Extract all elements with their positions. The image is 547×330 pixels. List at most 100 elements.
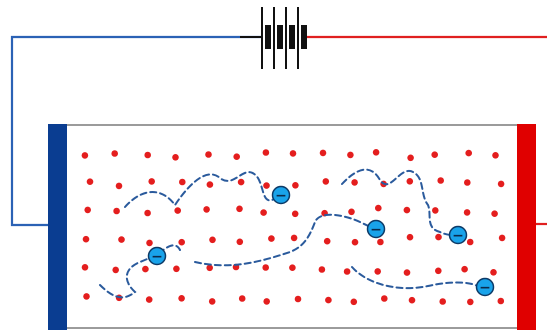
lattice-ion [375,204,382,212]
lattice-ion [237,178,245,186]
lattice-ion [406,233,414,241]
lattice-ion [208,298,216,305]
lattice-ion [403,206,411,214]
battery-icon [240,7,307,69]
lattice-ion [178,295,185,302]
lattice-ion [319,149,327,157]
positive-plate [517,124,536,330]
lattice-ion [206,181,214,188]
electron-path [194,213,377,267]
lattice-ion [209,236,216,244]
lattice-ion [144,151,151,159]
lattice-ions [81,149,506,306]
lattice-ion [263,298,271,305]
lattice-ion [492,152,499,159]
electron: − [475,277,495,297]
lattice-ion [206,264,213,272]
lattice-ion [435,267,442,275]
lattice-ion [142,265,149,273]
lattice-ion [343,268,351,275]
lattice-ion [347,151,354,159]
electron-charge-sign: − [452,228,464,244]
electron-path [99,244,181,299]
lattice-ion [322,178,330,185]
lattice-ion [464,179,471,186]
lattice-ion [431,151,439,158]
lattice-ion [406,178,414,185]
negative-plate [48,124,67,330]
lattice-ion [173,265,180,273]
lattice-ion [262,149,270,156]
lattice-ion [432,207,439,214]
lattice-ion [323,237,331,245]
lattice-ion [290,234,298,242]
lattice-ion [174,207,181,214]
lattice-ion [407,154,414,162]
lattice-ion [466,238,474,246]
negative-wire [10,35,262,227]
lattice-ion [81,264,89,271]
electron-charge-sign: − [479,280,491,296]
lattice-ion [351,238,359,246]
lattice-ion [372,149,380,156]
lattice-ion [260,209,267,216]
lattice-ion [145,296,153,303]
lattice-ion [490,269,497,276]
lattice-ion [236,205,243,213]
lattice-ion [84,206,91,214]
lattice-ion [179,178,186,186]
electron-path [341,168,458,237]
electron: − [448,225,468,245]
lattice-ion [408,296,416,304]
lattice-ion [146,239,153,247]
lattice-ion [377,238,384,246]
electron: − [271,185,291,205]
lattice-ion [112,266,119,274]
lattice-ion [82,235,90,243]
lattice-ion [318,266,326,273]
lattice-ion [144,209,151,217]
lattice-ion [498,234,506,242]
lattice-ion [374,268,382,275]
electron-path [124,171,281,208]
lattice-ion [86,178,94,185]
lattice-ion [238,295,246,302]
lattice-ion [118,236,125,243]
lattice-ion [205,151,212,158]
electron: − [147,246,167,266]
electron-charge-sign: − [275,188,287,204]
lattice-ion [403,269,411,276]
lattice-ion [289,150,297,157]
lattice-ion [113,207,120,215]
electron-charge-sign: − [151,249,163,265]
lattice-ion [236,238,244,246]
lattice-ion [437,177,445,184]
lattice-ion [467,298,474,306]
lattice-ion [262,264,270,271]
lattice-ion [497,297,505,305]
lattice-ion [439,298,447,305]
lattice-ion [465,149,473,157]
lattice-ion [291,210,299,218]
electron: − [366,219,386,239]
lattice-ion [435,233,442,241]
lattice-ion [461,265,468,273]
lattice-ion [115,182,123,190]
lattice-ion [83,293,90,300]
lattice-ion [348,208,355,216]
circuit-wires [10,35,547,227]
electrons: − − − − − [147,185,495,297]
lattice-ion [148,178,155,185]
lattice-ion [381,295,388,302]
lattice-ion [325,296,332,304]
lattice-ion [81,152,89,159]
lattice-ion [203,206,210,213]
lattice-ion [263,182,270,189]
lattice-ion [289,264,296,272]
lattice-ion [497,180,505,188]
electron-charge-sign: − [370,222,382,238]
lattice-ion [233,153,240,160]
lattice-ion [491,210,498,217]
lattice-ion [268,235,275,242]
